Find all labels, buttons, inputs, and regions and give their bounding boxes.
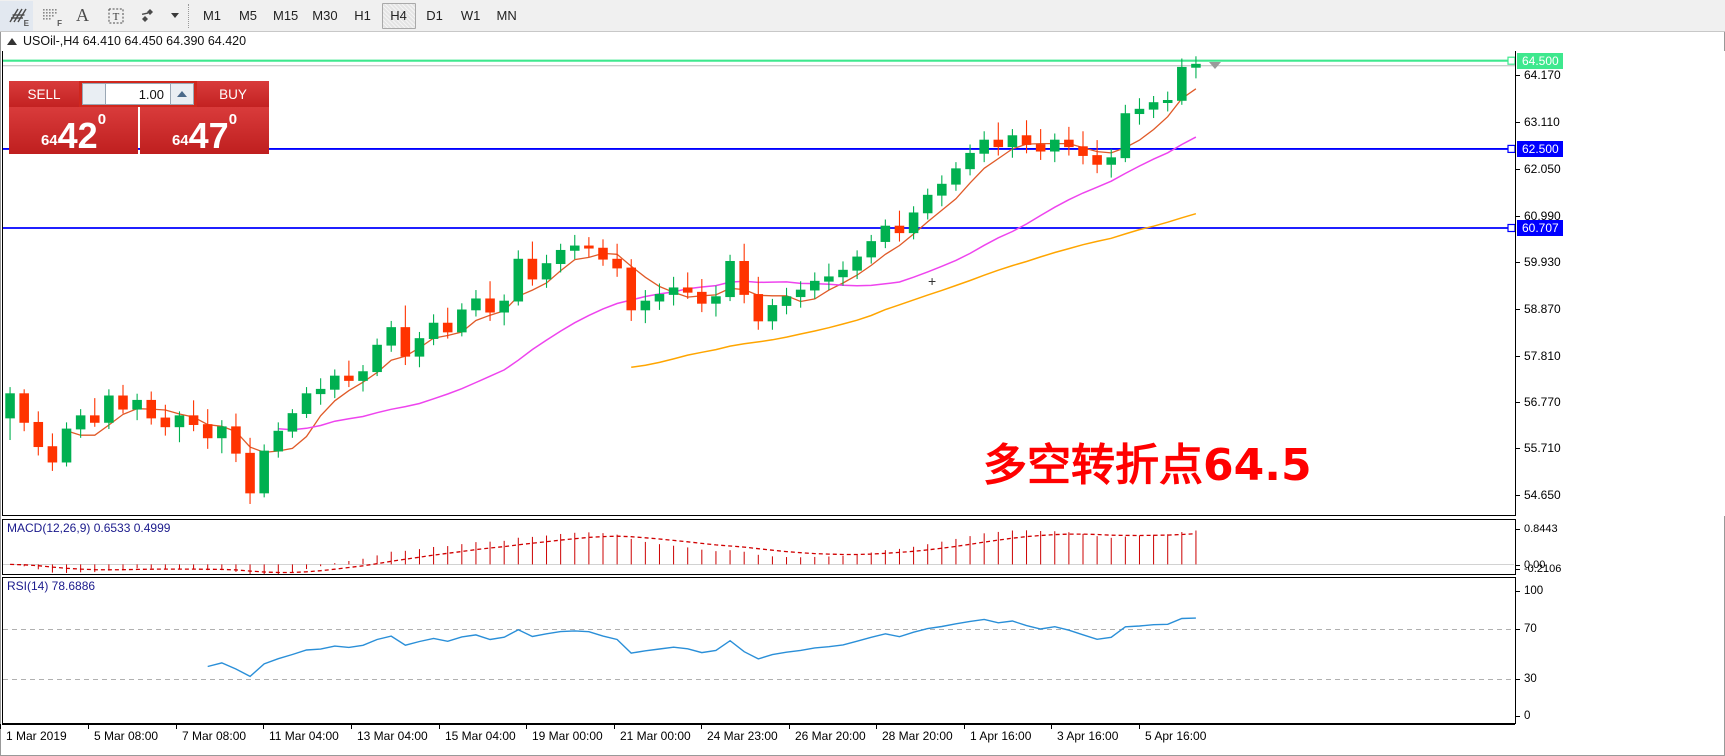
time-tick-8: 24 Mar 23:00 <box>701 724 778 743</box>
timeframe-h4[interactable]: H4 <box>381 2 416 29</box>
macd-label: MACD(12,26,9) 0.6533 0.4999 <box>7 521 171 535</box>
expert-advisors-glyph <box>8 8 27 22</box>
price-tick-57-810: 57.810 <box>1516 349 1561 363</box>
macd-indicator-pane[interactable]: MACD(12,26,9) 0.6533 0.4999 <box>2 519 1515 575</box>
hline-60707-badge[interactable]: 60.707 <box>1517 219 1563 236</box>
chevron-down-icon <box>170 13 179 18</box>
time-tick-13: 5 Apr 16:00 <box>1138 724 1207 743</box>
buy-price-main: 47 <box>188 115 229 156</box>
price-tick-59-930: 59.930 <box>1516 255 1561 269</box>
indicators-grid-sub: F <box>57 18 62 28</box>
objects-glyph <box>141 8 153 22</box>
time-tick-11: 1 Apr 16:00 <box>963 724 1032 743</box>
crosshair-marker-icon: + <box>928 273 937 289</box>
price-tick-63-110: 63.110 <box>1516 115 1560 129</box>
timeframe-m1[interactable]: M1 <box>202 8 222 23</box>
price-tick-62-050: 62.050 <box>1516 162 1561 176</box>
time-tick-12: 3 Apr 16:00 <box>1050 724 1119 743</box>
rsi-chart-svg <box>3 617 1514 680</box>
timeframe-m15[interactable]: M15 <box>273 8 299 23</box>
svg-text:T: T <box>112 11 119 23</box>
timeframe-mn[interactable]: MN <box>496 8 517 23</box>
timeframe-group: M1 M5 M15 M30 H1 H4 D1 W1 MN <box>194 2 525 29</box>
objects-icon[interactable] <box>132 1 165 31</box>
triangle-up-icon <box>177 91 187 97</box>
time-tick-0: 1 Mar 2019 <box>0 724 67 743</box>
sell-price-main: 42 <box>57 115 98 156</box>
chart-annotation-text: 多空转折点64.5 <box>983 440 1312 491</box>
time-tick-6: 19 Mar 00:00 <box>526 724 603 743</box>
buy-price-prefix: 64 <box>171 132 189 149</box>
macd-chart-svg <box>3 530 1514 574</box>
text-box-glyph: T <box>108 8 123 23</box>
time-tick-10: 28 Mar 20:00 <box>876 724 953 743</box>
expert-advisors-icon[interactable]: E <box>0 0 33 31</box>
price-tick-60-990: 60.990 <box>1516 209 1561 223</box>
sell-price-prefix: 64 <box>40 132 58 149</box>
chart-window: USOil-,H4 64.410 64.450 64.390 64.420 + … <box>0 32 1725 756</box>
rsi-axis: 100 70 30 0 <box>1515 577 1725 724</box>
macd-axis: 0.8443 0.00 -0.2106 <box>1515 519 1725 575</box>
time-tick-5: 15 Mar 04:00 <box>439 724 516 743</box>
volume-decrement-button[interactable] <box>82 83 106 105</box>
sell-price-fraction: 0 <box>97 111 107 128</box>
sell-price-display[interactable]: 64 42 0 <box>9 107 138 154</box>
macd-tick-0: 0.8443 <box>1516 523 1558 535</box>
main-toolbar: E F A T <box>0 0 1725 32</box>
time-axis[interactable]: 1 Mar 2019 5 Mar 08:00 7 Mar 08:00 11 Mar 0… <box>0 724 1515 754</box>
price-tick-56-770: 56.770 <box>1516 395 1561 409</box>
time-tick-2: 7 Mar 08:00 <box>175 724 247 743</box>
trade-panel-price-row: 64 42 0 64 47 0 <box>9 107 269 154</box>
rsi-tick-30: 30 <box>1516 673 1537 685</box>
toolbar-separator <box>188 3 189 28</box>
timeframe-m5[interactable]: M5 <box>238 8 258 23</box>
time-tick-9: 26 Mar 20:00 <box>789 724 866 743</box>
sell-button[interactable]: SELL <box>9 81 79 107</box>
rsi-indicator-pane[interactable]: RSI(14) 78.6886 <box>2 577 1515 724</box>
price-tick-64-170: 64.170 <box>1516 68 1561 82</box>
rsi-tick-100: 100 <box>1516 585 1543 597</box>
price-tick-54-650: 54.650 <box>1516 488 1561 502</box>
timeframe-w1[interactable]: W1 <box>460 8 481 23</box>
symbol-bar: USOil-,H4 64.410 64.450 64.390 64.420 <box>1 32 1724 50</box>
trade-panel-top-row: SELL 1.00 BUY <box>9 81 269 107</box>
text-label-icon[interactable]: A <box>76 5 89 25</box>
time-tick-1: 5 Mar 08:00 <box>87 724 159 743</box>
buy-button[interactable]: BUY <box>197 81 269 107</box>
hline-62500-badge[interactable]: 62.500 <box>1517 140 1563 157</box>
bid-price-badge[interactable]: 64.500 <box>1517 52 1563 69</box>
indicators-grid-glyph <box>42 8 57 20</box>
symbol-ohlc-text: USOil-,H4 64.410 64.450 64.390 64.420 <box>23 34 247 48</box>
price-tick-55-710: 55.710 <box>1516 441 1561 455</box>
collapse-triangle-icon[interactable] <box>7 37 17 45</box>
volume-increment-button[interactable] <box>170 83 194 105</box>
timeframe-h1[interactable]: H1 <box>354 8 371 23</box>
macd-tick-1: 0.00 <box>1516 559 1545 571</box>
macd-tick-2: -0.2106 <box>1516 563 1561 575</box>
time-tick-4: 13 Mar 04:00 <box>351 724 428 743</box>
timeframe-d1[interactable]: D1 <box>426 8 443 23</box>
time-tick-3: 11 Mar 04:00 <box>263 724 339 743</box>
rsi-label: RSI(14) 78.6886 <box>7 579 96 593</box>
rsi-tick-70: 70 <box>1516 623 1537 635</box>
one-click-trading-panel: SELL 1.00 BUY 64 42 0 <box>9 81 269 154</box>
expert-advisors-sub: E <box>23 18 29 28</box>
time-tick-7: 21 Mar 00:00 <box>614 724 691 743</box>
indicators-grid-icon[interactable]: F <box>33 1 66 31</box>
objects-dropdown-arrow[interactable] <box>165 1 183 31</box>
price-axis[interactable]: 64.170 63.110 62.050 60.990 59.930 58.870 57.8… <box>1515 51 1725 516</box>
rsi-tick-0: 0 <box>1516 710 1530 722</box>
timeframe-m30[interactable]: M30 <box>312 8 338 23</box>
text-box-icon[interactable]: T <box>99 1 132 31</box>
volume-control: 1.00 <box>79 81 197 107</box>
volume-input[interactable]: 1.00 <box>106 83 170 105</box>
buy-price-fraction: 0 <box>228 111 238 128</box>
price-tick-58-870: 58.870 <box>1516 302 1561 316</box>
buy-price-display[interactable]: 64 47 0 <box>140 107 269 154</box>
scroll-marker-icon <box>1209 62 1221 69</box>
